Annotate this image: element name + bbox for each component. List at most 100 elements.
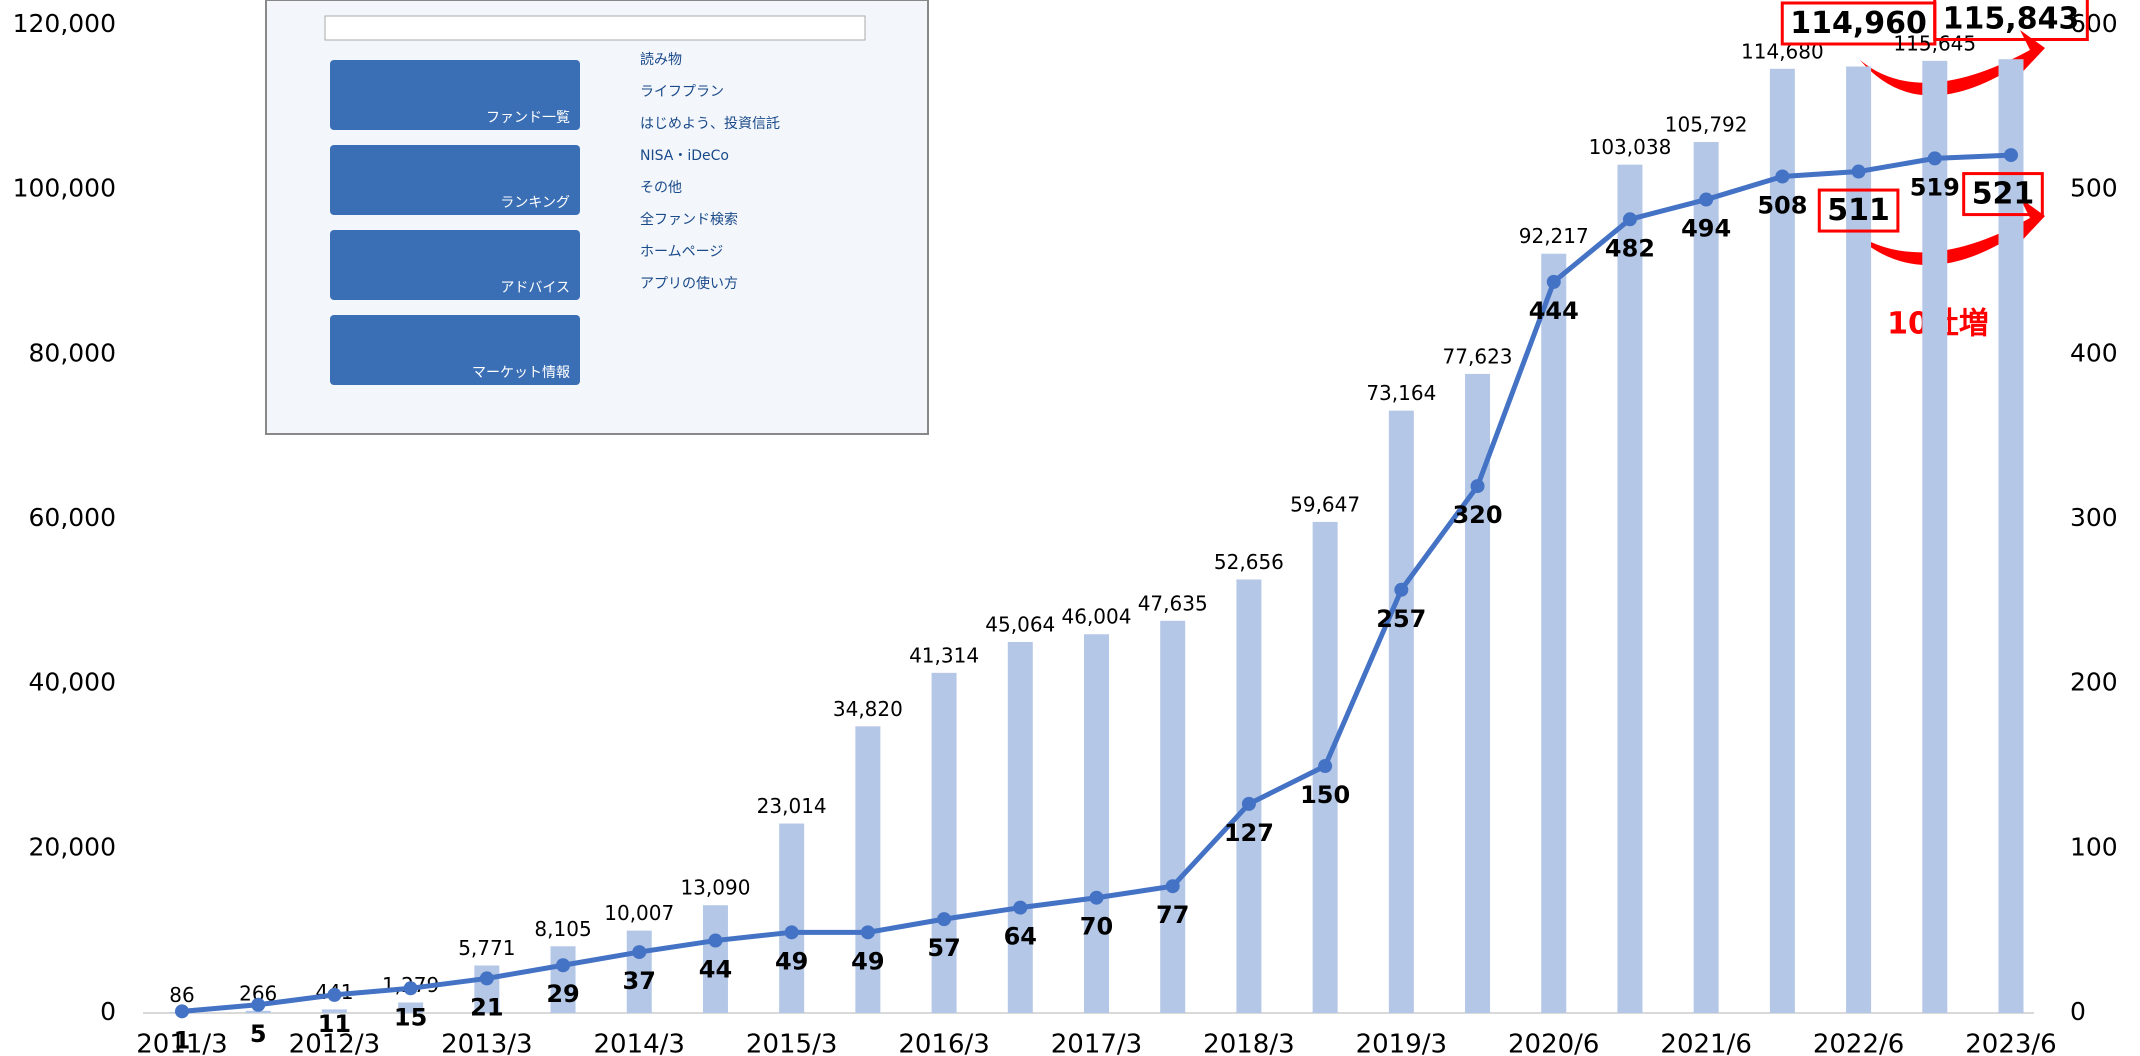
inset-text: 読み物 <box>640 51 682 68</box>
inset-text: ファンド一覧 <box>486 109 570 126</box>
y2-tick-label: 400 <box>2070 338 2118 367</box>
inset-text: ライフプラン <box>640 84 724 100</box>
inset-bar <box>324 15 866 41</box>
bar <box>1388 410 1414 1013</box>
line-value-label: 44 <box>699 956 732 984</box>
y2-tick-label: 500 <box>2070 174 2118 203</box>
line-point <box>251 997 266 1012</box>
y2-tick-label: 200 <box>2070 668 2118 697</box>
x-tick-label: 2017/3 <box>1051 1030 1142 1056</box>
bar <box>931 672 957 1013</box>
x-tick-label: 2023/6 <box>1965 1030 2056 1056</box>
bar <box>1998 59 2024 1014</box>
x-tick-label: 2020/6 <box>1508 1030 1599 1056</box>
line-point <box>632 945 647 960</box>
line-point <box>1470 479 1485 494</box>
y2-tick-label: 300 <box>2070 503 2118 532</box>
x-tick-label: 2013/3 <box>441 1030 532 1056</box>
line-value-label: 77 <box>1156 901 1189 929</box>
bar-value-label: 86 <box>169 983 194 1007</box>
bar-value-label: 103,038 <box>1589 135 1672 159</box>
inset-text: ホームページ <box>640 244 723 260</box>
bar-value-label: 23,014 <box>757 794 827 818</box>
bar <box>1236 579 1262 1013</box>
bar-value-label: 52,656 <box>1214 550 1284 574</box>
line-point <box>2004 148 2018 163</box>
x-tick-label: 2014/3 <box>594 1030 685 1056</box>
bar <box>1007 641 1033 1013</box>
bar-value-label: 46,004 <box>1062 605 1132 629</box>
line-value-label: 49 <box>775 947 808 975</box>
bar <box>550 946 576 1013</box>
line-value-label: 5 <box>250 1020 267 1048</box>
line-value-label: 29 <box>546 980 579 1008</box>
line-value-label: 444 <box>1529 297 1579 325</box>
y2-tick-label: 0 <box>2070 997 2086 1026</box>
line-point <box>1089 890 1104 905</box>
inset-button <box>330 315 580 385</box>
bar <box>321 1009 347 1013</box>
y2-tick-label: 100 <box>2070 832 2118 861</box>
line-value-label: 1 <box>174 1026 191 1054</box>
line-point <box>1622 212 1637 227</box>
bar <box>626 930 652 1013</box>
line-value-label: 57 <box>927 934 960 962</box>
line-point <box>403 981 418 996</box>
line-point <box>556 958 571 973</box>
bar <box>779 823 805 1013</box>
bar <box>1160 620 1186 1013</box>
highlight-box <box>1933 0 2089 41</box>
line-point <box>1318 759 1333 773</box>
bar <box>1693 141 1719 1014</box>
inset-text: マーケット情報 <box>472 365 570 381</box>
inset-text: ランキング <box>500 195 570 211</box>
line-value-label: 482 <box>1605 234 1655 262</box>
bar <box>702 905 728 1013</box>
line-value-label: 494 <box>1681 215 1731 243</box>
line-point <box>1699 192 1714 207</box>
x-tick-label: 2012/3 <box>289 1030 380 1056</box>
bar <box>1617 164 1643 1013</box>
bar-value-label: 10,007 <box>604 901 674 925</box>
inset-button <box>330 145 580 215</box>
y-tick-label: 0 <box>100 997 116 1026</box>
line-point <box>1851 164 1866 179</box>
y-tick-label: 100,000 <box>13 174 116 203</box>
line-value-label: 49 <box>851 947 884 975</box>
bar <box>855 726 881 1013</box>
line-point <box>1241 796 1256 811</box>
line-point <box>708 933 723 948</box>
line-value-label: 70 <box>1080 913 1113 941</box>
x-tick-label: 2022/6 <box>1813 1030 1904 1056</box>
inset-text: NISA・iDeCo <box>640 148 729 164</box>
inset-button <box>330 60 580 130</box>
line-value-label: 15 <box>394 1003 427 1031</box>
bar <box>1922 60 1948 1014</box>
line-value-label: 21 <box>470 993 503 1021</box>
line-point <box>784 925 799 940</box>
inset-text: アドバイス <box>500 280 570 296</box>
bar <box>245 1010 271 1013</box>
bar-value-label: 92,217 <box>1519 224 1589 248</box>
bar-value-label: 34,820 <box>833 697 903 721</box>
x-tick-label: 2011/3 <box>136 1030 227 1056</box>
line-point <box>937 912 952 927</box>
bar <box>398 1002 424 1013</box>
y-tick-label: 40,000 <box>29 668 116 697</box>
line-point <box>1546 274 1561 289</box>
inset-button <box>330 230 580 300</box>
x-tick-label: 2018/3 <box>1203 1030 1294 1056</box>
line-value-label: 257 <box>1376 605 1426 633</box>
highlight-box <box>1962 172 2044 217</box>
line-point <box>1394 582 1409 597</box>
bar-value-label: 59,647 <box>1290 492 1360 516</box>
bar <box>1846 66 1872 1014</box>
line-point <box>860 925 875 940</box>
bar-value-label: 77,623 <box>1443 344 1513 368</box>
bar <box>1769 68 1795 1013</box>
x-tick-label: 2019/3 <box>1356 1030 1447 1056</box>
line-value-label: 150 <box>1300 781 1350 809</box>
line-value-label: 508 <box>1757 191 1807 219</box>
line-value-label: 127 <box>1224 819 1274 847</box>
